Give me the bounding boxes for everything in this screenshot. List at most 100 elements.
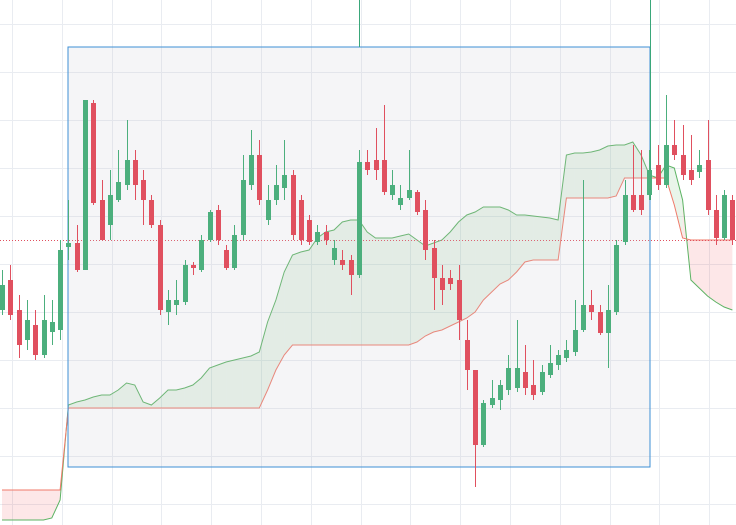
candle-body (257, 155, 262, 200)
cloud-fill (201, 368, 210, 408)
cloud-fill (68, 402, 77, 408)
cloud-fill (325, 230, 334, 345)
cloud-fill (168, 390, 177, 408)
candle-body (75, 243, 80, 270)
candle-body (523, 372, 528, 388)
candle-body (681, 155, 686, 175)
candle-body (266, 200, 271, 220)
candle-body (332, 248, 337, 260)
cloud-fill (599, 146, 608, 198)
candle-body (506, 368, 511, 390)
candle-body (291, 175, 296, 235)
cloud-fill (309, 238, 318, 345)
candle-body (664, 145, 669, 185)
cloud-fill (500, 207, 509, 284)
candle-body (349, 260, 354, 275)
cloud-fill (267, 300, 276, 390)
cloud-fill (209, 365, 218, 408)
candle-body (50, 322, 55, 332)
cloud-fill (392, 236, 401, 345)
candle-body (340, 260, 345, 265)
cloud-fill (541, 217, 550, 260)
cloud-fill (674, 168, 683, 238)
cloud-fill (616, 145, 625, 196)
candle-body (374, 160, 379, 170)
cloud-fill (375, 238, 384, 345)
cloud-fill (607, 145, 617, 198)
cloud-line (2, 141, 733, 521)
cloud-fill (715, 240, 725, 307)
candle-body (199, 240, 204, 270)
candle-body (141, 180, 146, 200)
candle-body (307, 220, 312, 242)
cloud-fill (284, 255, 293, 355)
candle-body (249, 155, 254, 185)
cloud-fill (724, 240, 733, 310)
cloud-fill (558, 155, 567, 260)
candle-body (33, 325, 38, 355)
cloud-fill (242, 356, 251, 408)
candle-body (133, 160, 138, 185)
candle-body (224, 250, 229, 268)
cloud-fill (275, 272, 285, 370)
cloud-fill (300, 250, 310, 345)
cloud-fill (425, 243, 434, 336)
cloud-line (2, 177, 733, 491)
candle-body (457, 280, 462, 320)
candle-body (390, 185, 395, 195)
cloud-fill (26, 490, 36, 520)
cloud-fill (491, 207, 500, 292)
cloud-fill (707, 240, 716, 302)
candle-body (540, 372, 545, 392)
candle-body (282, 175, 287, 188)
candle-body (0, 285, 5, 310)
cloud-fill (151, 398, 160, 408)
cloud-fill (234, 358, 243, 408)
cloud-fill (43, 490, 52, 520)
candle-body (299, 200, 304, 240)
cloud-fill (101, 395, 110, 408)
cloud-fill (317, 232, 326, 345)
candle-body (108, 195, 113, 225)
candle-body (498, 385, 503, 400)
cloud-fill (466, 212, 476, 318)
cloud-fill (516, 215, 525, 272)
cloud-fill (226, 360, 235, 408)
candle-body (730, 200, 735, 240)
candle-body (531, 385, 536, 395)
candle-body (42, 320, 47, 355)
candle-body (365, 162, 370, 170)
cloud-fill (192, 378, 202, 408)
candle-body (324, 232, 329, 240)
cloud-fill (51, 490, 61, 518)
cloud-fill (176, 388, 185, 408)
cloud-fill (483, 207, 492, 300)
candle-body (481, 403, 486, 445)
candle-body (191, 265, 196, 268)
cloud-fill (126, 383, 135, 408)
cloud-fill (383, 238, 393, 345)
candle-body (423, 210, 428, 250)
candle-body (548, 363, 553, 375)
candle-body (573, 330, 578, 352)
cloud-fill (699, 240, 708, 296)
candle-body (722, 195, 727, 238)
cloud-fill (450, 222, 459, 326)
candle-body (689, 170, 694, 180)
candle-body (100, 200, 105, 240)
candle-body (166, 300, 171, 312)
candle-body (706, 160, 711, 210)
cloud-fill (134, 385, 144, 408)
candle-body (623, 195, 628, 242)
cloud-fill (10, 490, 19, 520)
candle-body (274, 185, 279, 200)
candle-body (606, 310, 611, 333)
candle-body (25, 320, 30, 340)
cloud-fill (549, 218, 559, 260)
candle-body (490, 398, 495, 405)
candle-body (714, 210, 719, 238)
cloud-fill (143, 402, 152, 408)
candle-body (58, 250, 63, 330)
